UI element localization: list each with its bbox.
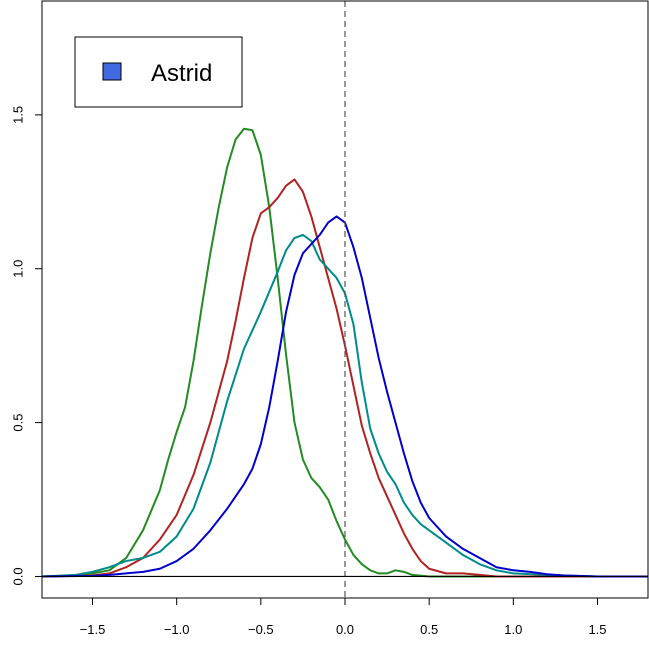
x-tick-label: −1.0 xyxy=(164,622,190,637)
x-tick-label: −1.5 xyxy=(80,622,106,637)
reference-lines xyxy=(42,1,648,598)
x-axis: −1.5 −1.0 −0.5 0.0 0.5 1.0 1.5 xyxy=(80,598,607,637)
series-line-2 xyxy=(41,178,648,578)
legend: Astrid xyxy=(74,36,243,108)
x-tick-label: 0.5 xyxy=(420,622,438,637)
plot-marks xyxy=(41,127,648,578)
x-tick-label: 1.5 xyxy=(588,622,606,637)
series-line-4 xyxy=(41,215,648,578)
x-tick-label: 1.0 xyxy=(504,622,522,637)
legend-label-astrid: Astrid xyxy=(151,60,212,87)
series-line-3 xyxy=(41,233,648,578)
y-tick-label: 1.5 xyxy=(11,106,26,124)
y-tick-label: 0.0 xyxy=(11,567,26,585)
y-tick-label: 0.5 xyxy=(11,414,26,432)
x-tick-label: 0.0 xyxy=(336,622,354,637)
y-axis: 0.0 0.5 1.0 1.5 xyxy=(11,106,42,585)
legend-swatch-astrid xyxy=(102,62,122,81)
x-tick-label: −0.5 xyxy=(248,622,274,637)
y-tick-label: 1.0 xyxy=(11,260,26,278)
plot-frame xyxy=(41,0,649,599)
